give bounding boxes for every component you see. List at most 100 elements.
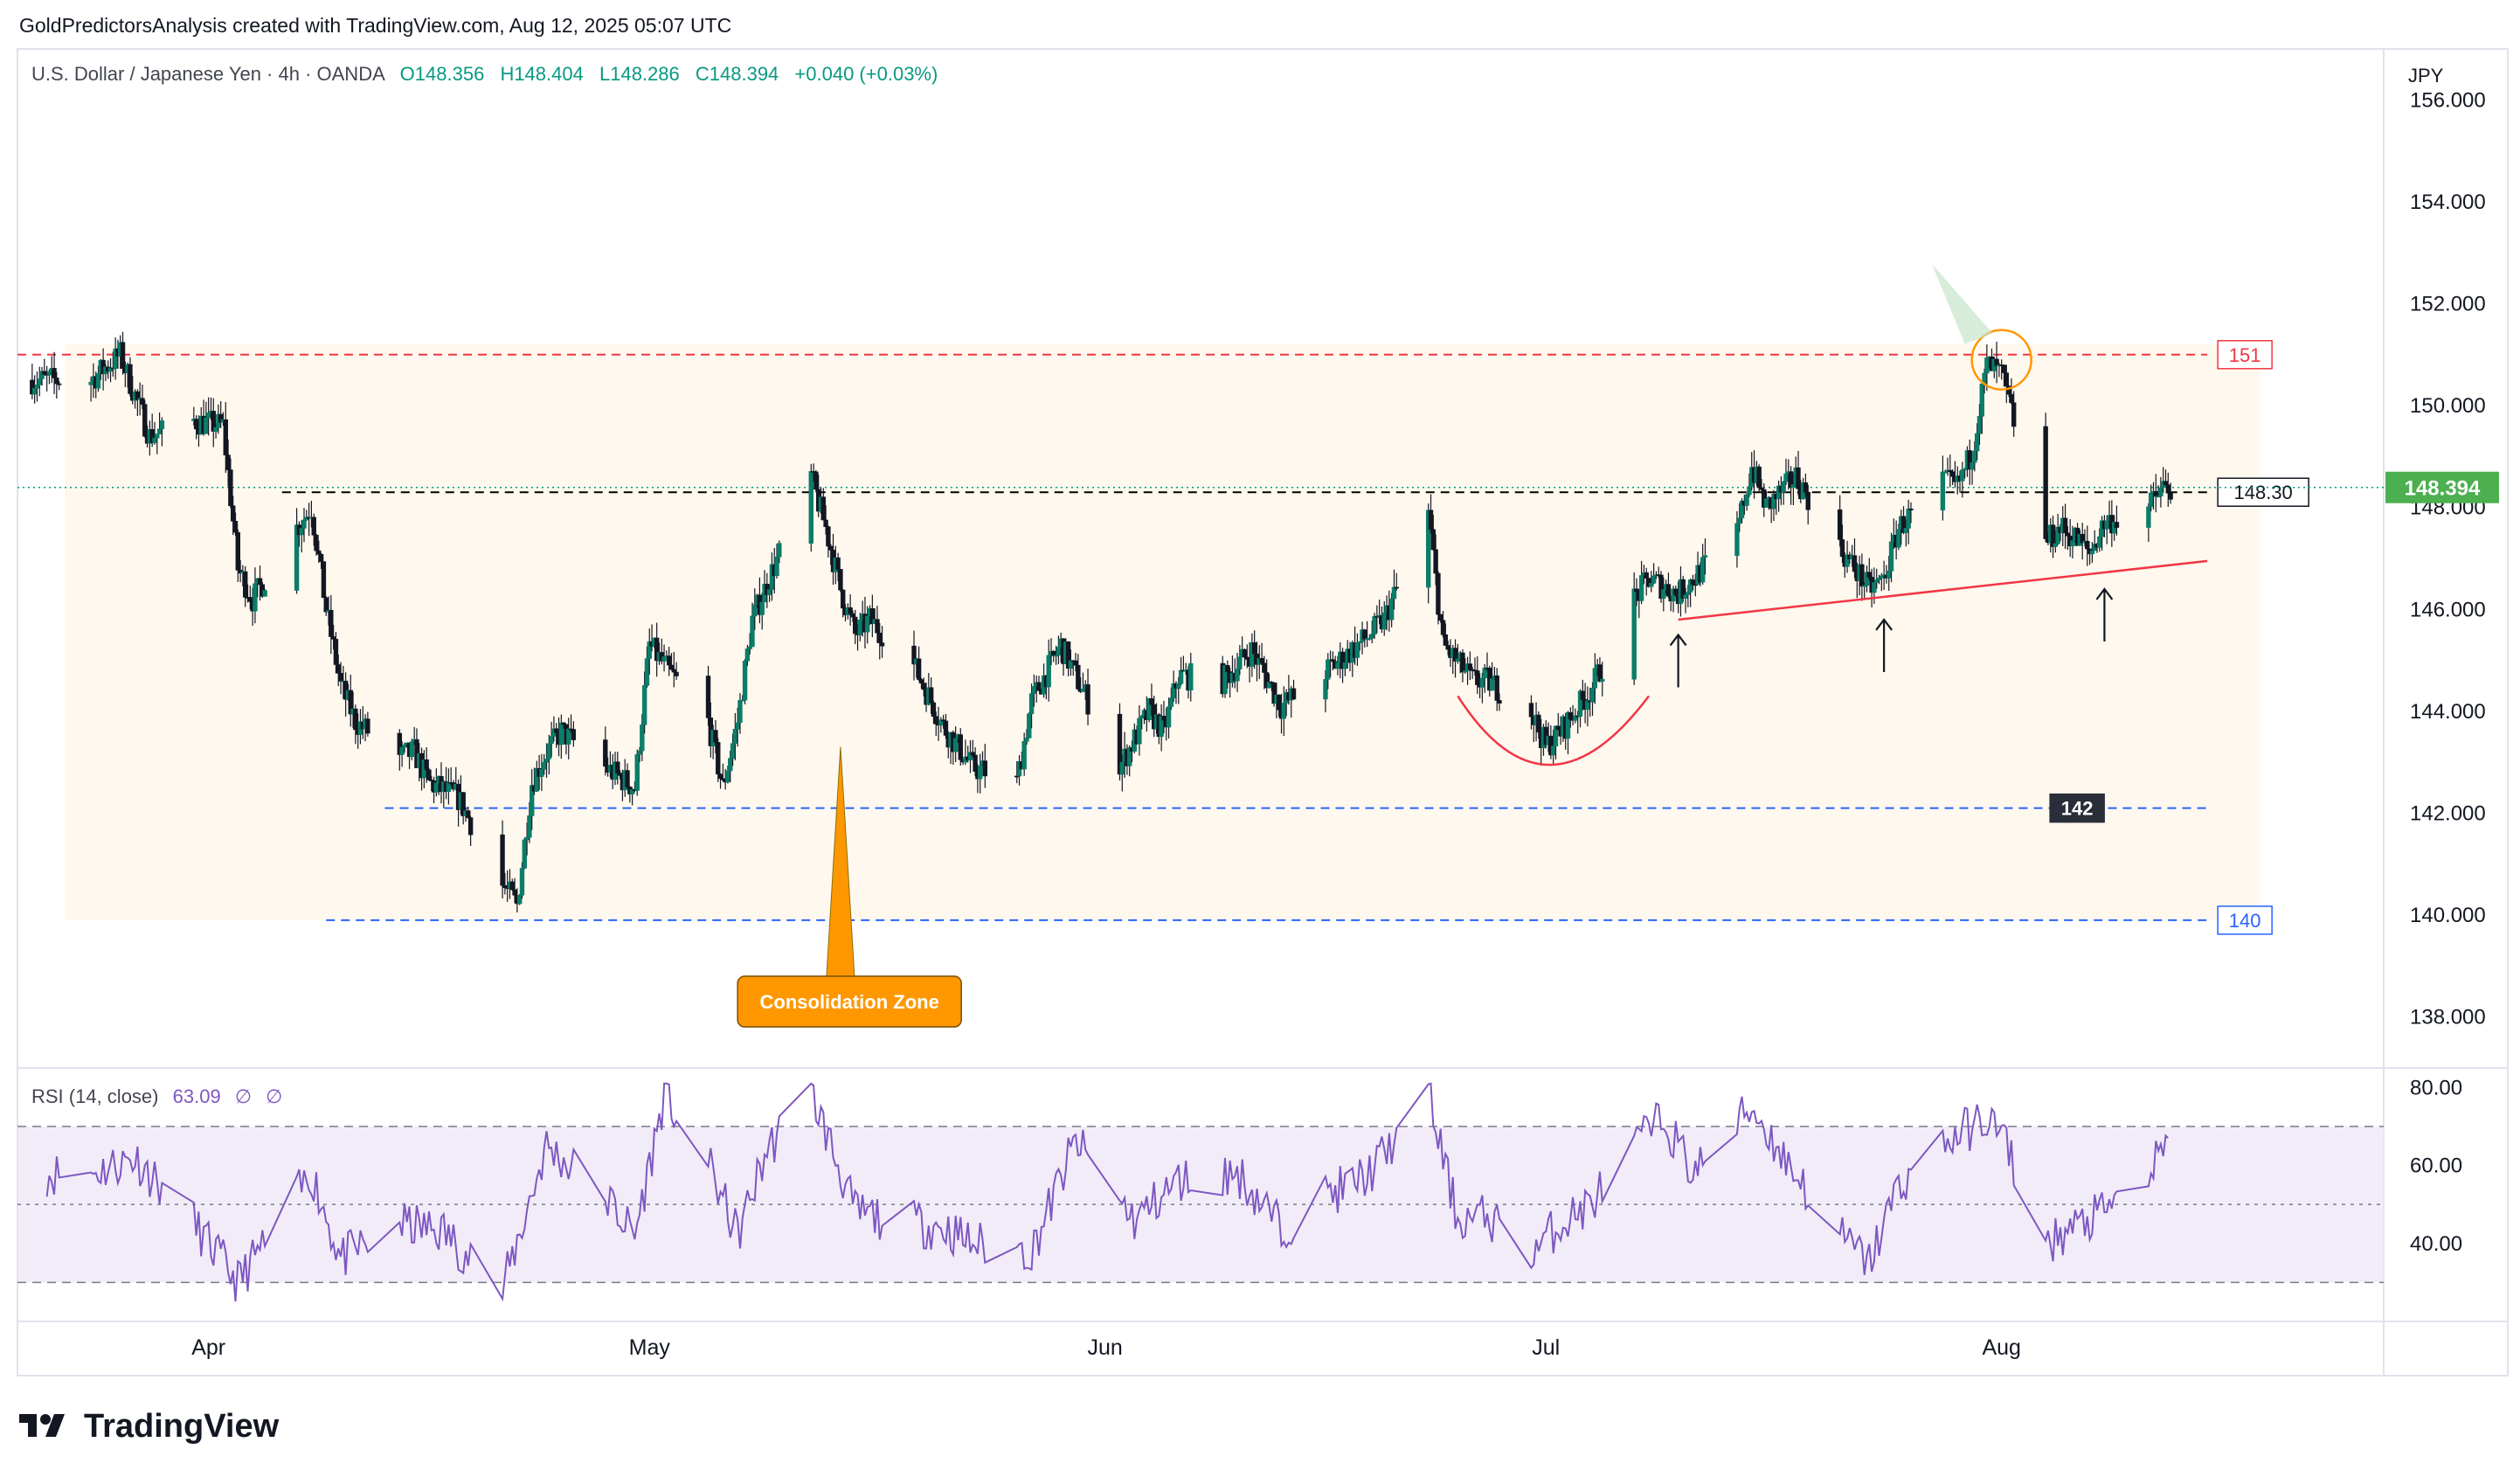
candle bbox=[1781, 480, 1786, 505]
candle bbox=[603, 726, 608, 776]
candle bbox=[1046, 639, 1051, 702]
time-tick-label: May bbox=[629, 1335, 671, 1360]
consolidation-zone-box bbox=[65, 344, 2260, 920]
candle bbox=[916, 646, 922, 682]
tradingview-logo[interactable]: TradingView bbox=[19, 1408, 280, 1445]
candle bbox=[1908, 502, 1914, 524]
candle bbox=[2062, 503, 2068, 550]
candle bbox=[1747, 473, 1752, 497]
support-trendline[interactable] bbox=[1678, 559, 2208, 621]
candle bbox=[2011, 391, 2017, 437]
candle bbox=[257, 565, 263, 601]
candle bbox=[31, 375, 38, 404]
candle bbox=[1600, 662, 1605, 697]
candle bbox=[2004, 364, 2009, 404]
time-tick-label: Jul bbox=[1532, 1335, 1560, 1360]
price-candles bbox=[30, 331, 2173, 913]
candle bbox=[1036, 676, 1042, 691]
candle bbox=[120, 331, 126, 375]
candle bbox=[759, 593, 765, 630]
candle bbox=[56, 380, 62, 391]
candle bbox=[978, 753, 983, 794]
candle bbox=[1859, 553, 1865, 601]
candle bbox=[823, 505, 828, 535]
candle bbox=[1979, 381, 1984, 434]
candle bbox=[142, 399, 148, 438]
time-tick-label: Aug bbox=[1982, 1335, 2020, 1360]
rsi-pane bbox=[17, 1082, 2384, 1302]
candle bbox=[615, 752, 620, 785]
price-tick-label: 142.000 bbox=[2410, 802, 2486, 826]
up-arrow-icon[interactable] bbox=[2095, 587, 2114, 641]
candle bbox=[1644, 567, 1649, 596]
candle bbox=[838, 569, 843, 593]
candle bbox=[1027, 711, 1032, 738]
ohlc-close: C148.394 bbox=[696, 63, 779, 85]
price-tick-label: 138.000 bbox=[2410, 1006, 2486, 1030]
attribution-text: GoldPredictorsAnalysis created with Trad… bbox=[19, 14, 731, 37]
candle bbox=[1494, 668, 1499, 711]
candle bbox=[982, 744, 988, 788]
candle bbox=[1839, 524, 1845, 564]
candle bbox=[333, 632, 339, 674]
candle bbox=[558, 714, 564, 759]
candle bbox=[1076, 654, 1081, 691]
candle bbox=[705, 665, 711, 726]
candle bbox=[1188, 652, 1194, 702]
candle bbox=[253, 567, 258, 624]
candle bbox=[262, 588, 267, 597]
level-label-148-30[interactable]: 148.30 bbox=[2217, 477, 2309, 507]
candle bbox=[2114, 505, 2120, 536]
peak-highlight-circle[interactable] bbox=[1970, 329, 2032, 391]
rsi-tick-label: 60.00 bbox=[2410, 1155, 2462, 1178]
tradingview-logo-text: TradingView bbox=[84, 1408, 280, 1445]
candle bbox=[1117, 703, 1123, 781]
level-label-151[interactable]: 151 bbox=[2217, 340, 2273, 370]
candle bbox=[365, 711, 370, 737]
candle bbox=[1888, 532, 1894, 583]
candle bbox=[2168, 482, 2173, 504]
candle bbox=[294, 508, 300, 594]
candle bbox=[460, 792, 466, 825]
candle bbox=[301, 508, 307, 543]
horizontal-levels: 151 148.30 142 140 bbox=[17, 340, 2384, 935]
ohlc-open: O148.356 bbox=[400, 63, 485, 85]
candle bbox=[1323, 670, 1328, 713]
candle bbox=[1702, 538, 1708, 575]
price-tick-label: 154.000 bbox=[2410, 191, 2486, 214]
candle bbox=[522, 837, 527, 870]
rounding-bottom-arc[interactable] bbox=[1457, 695, 1651, 766]
level-label-142[interactable]: 142 bbox=[2049, 793, 2105, 823]
candle bbox=[54, 371, 59, 399]
candle bbox=[1391, 569, 1397, 610]
candle bbox=[235, 529, 240, 582]
candle bbox=[2043, 413, 2048, 542]
candle bbox=[1137, 704, 1142, 756]
tradingview-logo-icon bbox=[19, 1414, 65, 1437]
candle bbox=[2053, 530, 2059, 553]
candle bbox=[1756, 464, 1762, 493]
level-label-140[interactable]: 140 bbox=[2217, 905, 2273, 935]
candle bbox=[958, 728, 963, 766]
candle bbox=[713, 719, 718, 754]
rsi-tick-label: 40.00 bbox=[2410, 1232, 2462, 1256]
symbol-name: U.S. Dollar / Japanese Yen · 4h · OANDA bbox=[31, 63, 385, 85]
consolidation-callout-text: Consolidation Zone bbox=[760, 991, 939, 1013]
candle bbox=[516, 893, 523, 905]
price-tick-label: 144.000 bbox=[2410, 700, 2486, 724]
candle bbox=[841, 588, 846, 618]
consolidation-callout[interactable]: Consolidation Zone bbox=[737, 746, 962, 1028]
rsi-extra-1: ∅ bbox=[235, 1085, 252, 1107]
candle bbox=[2070, 525, 2075, 558]
up-arrow-icon[interactable] bbox=[1669, 633, 1687, 688]
axis-currency[interactable]: JPY bbox=[2408, 65, 2444, 87]
last-price-tag[interactable]: 148.394 bbox=[2385, 471, 2499, 503]
candle bbox=[1631, 572, 1637, 685]
up-arrow-icon[interactable] bbox=[1875, 618, 1893, 672]
price-tick-label: 150.000 bbox=[2410, 394, 2486, 418]
rsi-label: RSI (14, close) bbox=[31, 1085, 159, 1107]
candle bbox=[500, 820, 505, 899]
candle bbox=[774, 544, 779, 579]
price-tick-label: 146.000 bbox=[2410, 598, 2486, 621]
